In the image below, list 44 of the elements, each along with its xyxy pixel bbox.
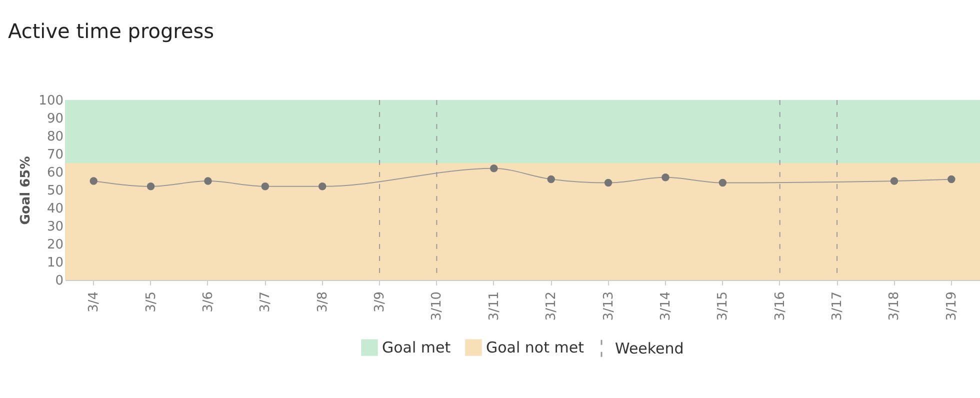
x-tick-label: 3/7 [258,292,274,312]
x-tick-label: 3/11 [486,292,502,321]
point [890,177,898,185]
legend-label: Weekend [615,340,684,358]
y-tick-label: 60 [46,166,64,180]
x-tick-label: 3/9 [372,292,388,312]
point [261,182,270,190]
x-tick-label: 3/13 [601,292,616,321]
x-tick-label: 3/10 [430,292,445,321]
point [90,177,98,185]
point [948,175,956,184]
y-tick-label: 40 [46,202,64,216]
legend-label: Goal not met [486,338,584,357]
y-tick-label: 70 [46,148,64,162]
x-tick-label: 3/4 [86,292,102,312]
point [318,182,326,190]
x-tick-label: 3/18 [887,292,902,321]
x-tick-label: 3/17 [830,292,846,321]
point [662,174,670,182]
y-tick-label: 50 [46,184,64,198]
x-tick-label: 3/19 [944,292,960,321]
y-tick-label: 80 [46,130,64,144]
y-tick-label: 100 [38,94,64,108]
point [204,177,212,185]
point [718,178,727,187]
y-tick-label: 90 [46,112,64,126]
x-tick-label: 3/6 [200,292,216,312]
y-tick-label: 30 [46,220,64,234]
legend-label: Goal met [382,338,451,357]
chart-title: Active time progress [8,19,214,43]
x-tick-label: 3/14 [658,292,674,321]
y-axis-title: Goal 65% [18,156,34,225]
y-tick-label: 10 [46,256,64,270]
point [490,164,498,172]
x-tick-label: 3/8 [315,292,330,312]
x-tick-label: 3/5 [144,292,159,312]
point [547,175,555,184]
x-tick-label: 3/16 [772,292,788,321]
point [604,178,612,187]
x-tick-label: 3/12 [544,292,560,321]
y-tick-label: 20 [46,238,64,252]
point [146,182,155,190]
x-tick-label: 3/15 [716,292,731,321]
y-tick-label: 0 [55,274,64,288]
